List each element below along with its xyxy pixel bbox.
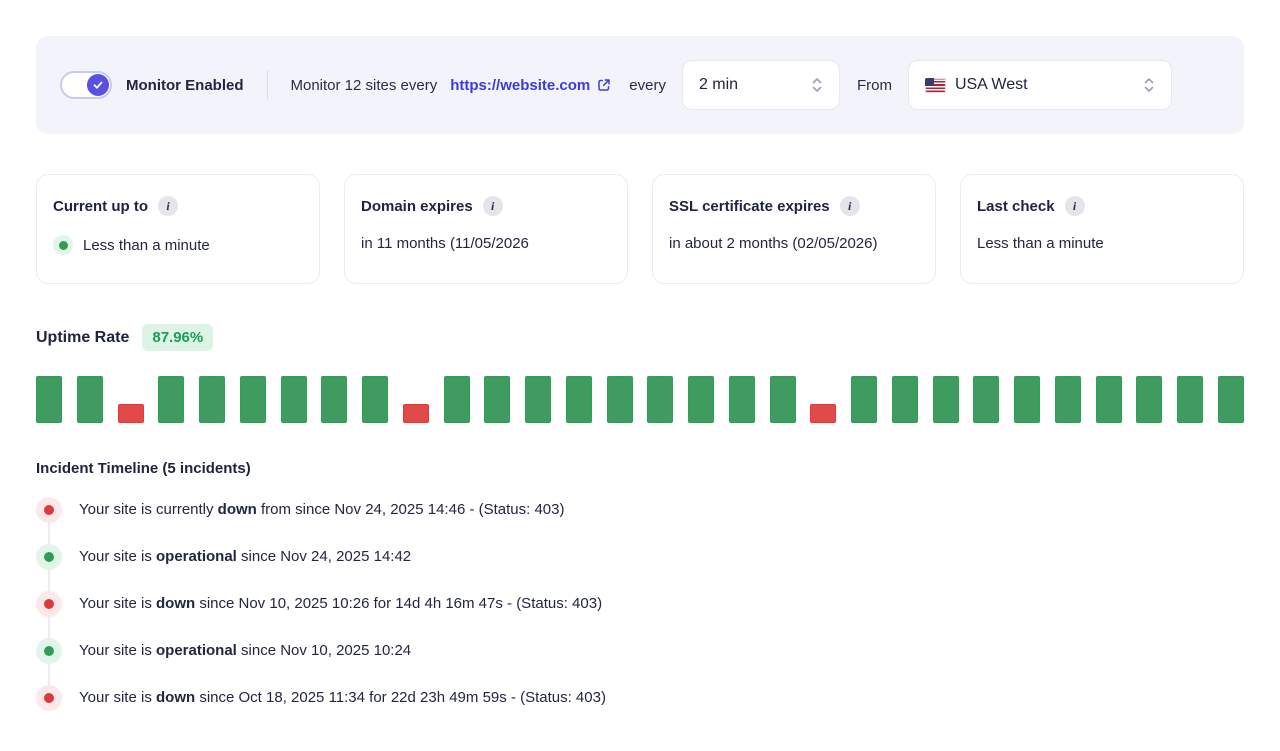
card-title: Last check	[977, 197, 1055, 215]
incident-timeline-heading: Incident Timeline (5 incidents)	[36, 460, 251, 477]
uptime-bar-up[interactable]	[321, 376, 348, 423]
uptime-bar-up[interactable]	[565, 376, 592, 423]
uptime-bar-up[interactable]	[851, 376, 877, 423]
incident-down-dot-icon	[36, 590, 62, 617]
toggle-knob	[87, 74, 109, 96]
every-label: every	[629, 76, 666, 94]
uptime-bar-up[interactable]	[728, 376, 755, 423]
monitor-enabled-label: Monitor Enabled	[126, 76, 244, 94]
card-title: Domain expires	[361, 197, 473, 215]
card-value: Less than a minute	[83, 236, 210, 254]
card-domain-expires: Domain expires i in 11 months (11/05/202…	[344, 174, 628, 284]
incident-text: Your site is down since Nov 10, 2025 10:…	[79, 595, 603, 612]
uptime-bar-up[interactable]	[1136, 376, 1163, 423]
card-value: Less than a minute	[977, 235, 1104, 252]
uptime-bar-up[interactable]	[688, 376, 714, 423]
uptime-bar-up[interactable]	[199, 376, 225, 423]
info-icon[interactable]: i	[839, 196, 860, 216]
interval-value: 2 min	[698, 76, 739, 93]
card-title: SSL certificate expires	[669, 197, 830, 215]
region-value: USA West	[954, 76, 1028, 93]
uptime-bar-up[interactable]	[973, 376, 1000, 423]
uptime-bar-up[interactable]	[1217, 376, 1244, 423]
card-value: in about 2 months (02/05/2026)	[669, 235, 878, 252]
uptime-bar-up[interactable]	[1054, 376, 1081, 423]
divider	[266, 70, 268, 100]
incident-list: Your site is currently down from since N…	[36, 486, 1244, 721]
uptime-bar-up[interactable]	[1177, 376, 1203, 423]
uptime-bar-up[interactable]	[158, 376, 185, 423]
incident-timeline-section: Incident Timeline (5 incidents) Your sit…	[36, 460, 1244, 721]
monitor-settings-bar: Monitor Enabled Monitor 12 sites every h…	[36, 36, 1244, 134]
incident-text: Your site is operational since Nov 24, 2…	[79, 548, 412, 565]
incident-item: Your site is down since Nov 10, 2025 10:…	[36, 580, 1244, 627]
uptime-bars-chart	[36, 376, 1244, 423]
incident-operational-dot-icon	[36, 543, 62, 570]
card-title: Current up to	[53, 197, 148, 215]
site-url-text: https://website.com	[450, 76, 591, 94]
incident-down-dot-icon	[36, 496, 62, 523]
uptime-bar-up[interactable]	[76, 376, 103, 423]
incident-text: Your site is down since Oct 18, 2025 11:…	[79, 689, 606, 706]
chevron-up-down-icon	[1144, 78, 1154, 92]
check-icon	[93, 81, 103, 89]
uptime-bar-up[interactable]	[647, 376, 674, 423]
card-current-up-to: Current up to i Less than a minute	[36, 174, 320, 284]
usa-flag-icon	[924, 77, 946, 93]
info-icon[interactable]: i	[1064, 196, 1085, 216]
chevron-up-down-icon	[812, 78, 822, 92]
incident-item: Your site is operational since Nov 10, 2…	[36, 627, 1244, 674]
region-select[interactable]: USA West	[907, 60, 1172, 110]
uptime-bar-up[interactable]	[362, 376, 388, 423]
uptime-rate-badge: 87.96%	[142, 324, 214, 351]
site-url-link[interactable]: https://website.com	[450, 77, 612, 94]
uptime-bar-up[interactable]	[36, 376, 62, 423]
uptime-rate-header: Uptime Rate 87.96%	[36, 324, 1244, 351]
incident-item: Your site is operational since Nov 24, 2…	[36, 533, 1244, 580]
monitor-sites-text: Monitor 12 sites every	[290, 76, 438, 94]
uptime-bar-up[interactable]	[1014, 376, 1040, 423]
uptime-bar-up[interactable]	[1095, 376, 1122, 423]
from-label: From	[856, 76, 892, 94]
monitor-enabled-toggle[interactable]	[60, 71, 112, 99]
uptime-bar-down[interactable]	[402, 404, 429, 423]
external-link-icon	[598, 79, 611, 91]
uptime-bar-down[interactable]	[117, 404, 144, 423]
uptime-bar-up[interactable]	[525, 376, 551, 423]
card-value: in 11 months (11/05/2026	[361, 235, 529, 252]
uptime-bar-up[interactable]	[443, 376, 470, 423]
info-icon[interactable]: i	[482, 196, 503, 216]
incident-operational-dot-icon	[36, 637, 62, 664]
info-icon[interactable]: i	[158, 196, 178, 216]
uptime-bar-up[interactable]	[280, 376, 307, 423]
card-ssl-expires: SSL certificate expires i in about 2 mon…	[652, 174, 936, 284]
incident-item: Your site is down since Oct 18, 2025 11:…	[36, 674, 1244, 721]
uptime-bar-up[interactable]	[239, 376, 266, 423]
uptime-bar-down[interactable]	[810, 404, 837, 423]
uptime-rate-label: Uptime Rate	[36, 328, 130, 346]
operational-dot-icon	[53, 235, 73, 255]
incident-text: Your site is operational since Nov 10, 2…	[79, 642, 412, 659]
interval-select[interactable]: 2 min	[681, 60, 840, 110]
card-last-check: Last check i Less than a minute	[960, 174, 1244, 284]
incident-item: Your site is currently down from since N…	[36, 486, 1244, 533]
uptime-bar-up[interactable]	[932, 376, 959, 423]
uptime-bar-up[interactable]	[606, 376, 633, 423]
uptime-bar-up[interactable]	[891, 376, 918, 423]
uptime-bar-up[interactable]	[484, 376, 511, 423]
uptime-bar-up[interactable]	[769, 376, 796, 423]
status-cards: Current up to i Less than a minute Domai…	[36, 174, 1244, 284]
incident-text: Your site is currently down from since N…	[79, 501, 565, 518]
incident-down-dot-icon	[36, 684, 62, 711]
